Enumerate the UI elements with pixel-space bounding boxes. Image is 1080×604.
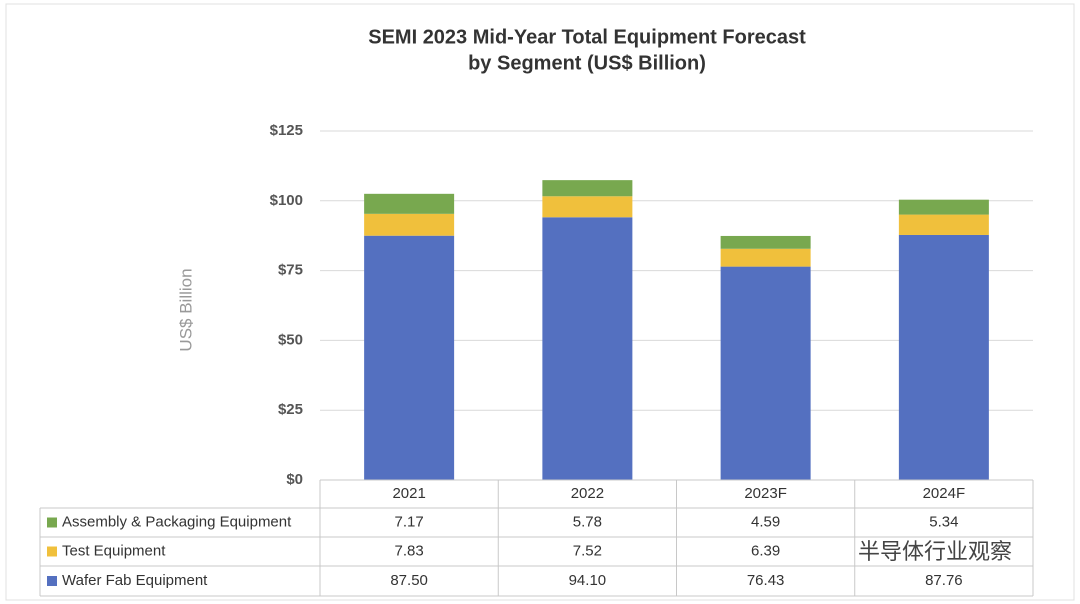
legend-swatch bbox=[47, 576, 57, 586]
bar-segment bbox=[364, 193, 455, 214]
table-value: 5.34 bbox=[929, 513, 958, 530]
y-tick-label: $75 bbox=[278, 262, 303, 279]
bar-segment bbox=[542, 180, 633, 197]
y-tick-label: $50 bbox=[278, 331, 303, 348]
bar-segment bbox=[364, 235, 455, 480]
y-tick-label: $0 bbox=[286, 471, 303, 488]
y-tick-label: $125 bbox=[270, 122, 303, 139]
bar-segment bbox=[720, 235, 811, 249]
bar-segment bbox=[898, 199, 989, 215]
y-tick-label: $25 bbox=[278, 401, 303, 418]
table-value: 76.43 bbox=[747, 572, 785, 589]
bar-segment bbox=[542, 217, 633, 480]
table-value: 87.50 bbox=[390, 572, 428, 589]
bar-segment bbox=[364, 213, 455, 236]
chart-frame bbox=[5, 3, 1075, 601]
watermark: 半导体行业观察 bbox=[858, 539, 1012, 564]
bar-segment bbox=[720, 266, 811, 480]
chart-title: SEMI 2023 Mid-Year Total Equipment Forec… bbox=[368, 26, 806, 48]
x-tick-label: 2022 bbox=[571, 485, 604, 502]
y-axis-title: US$ Billion bbox=[176, 268, 195, 351]
table-value: 94.10 bbox=[569, 572, 607, 589]
x-tick-label: 2021 bbox=[392, 485, 425, 502]
table-value: 5.78 bbox=[573, 513, 602, 530]
y-tick-label: $100 bbox=[270, 192, 303, 209]
x-tick-label: 2023F bbox=[744, 485, 787, 502]
legend-swatch bbox=[47, 546, 57, 557]
bar-segment bbox=[542, 196, 633, 218]
chart-subtitle: by Segment (US$ Billion) bbox=[468, 52, 706, 74]
legend-label: Wafer Fab Equipment bbox=[62, 572, 208, 589]
legend-label: Assembly & Packaging Equipment bbox=[62, 513, 292, 530]
table-value: 7.17 bbox=[395, 513, 424, 530]
legend-swatch bbox=[47, 517, 57, 528]
table-value: 7.52 bbox=[573, 542, 602, 559]
bar-segment bbox=[720, 248, 811, 267]
x-tick-label: 2024F bbox=[923, 485, 966, 502]
table-value: 7.83 bbox=[395, 542, 424, 559]
legend-label: Test Equipment bbox=[62, 542, 166, 559]
bar-segment bbox=[898, 234, 989, 480]
table-value: 4.59 bbox=[751, 513, 780, 530]
bar-segment bbox=[898, 214, 989, 235]
table-value: 87.76 bbox=[925, 572, 963, 589]
table-value: 6.39 bbox=[751, 542, 780, 559]
